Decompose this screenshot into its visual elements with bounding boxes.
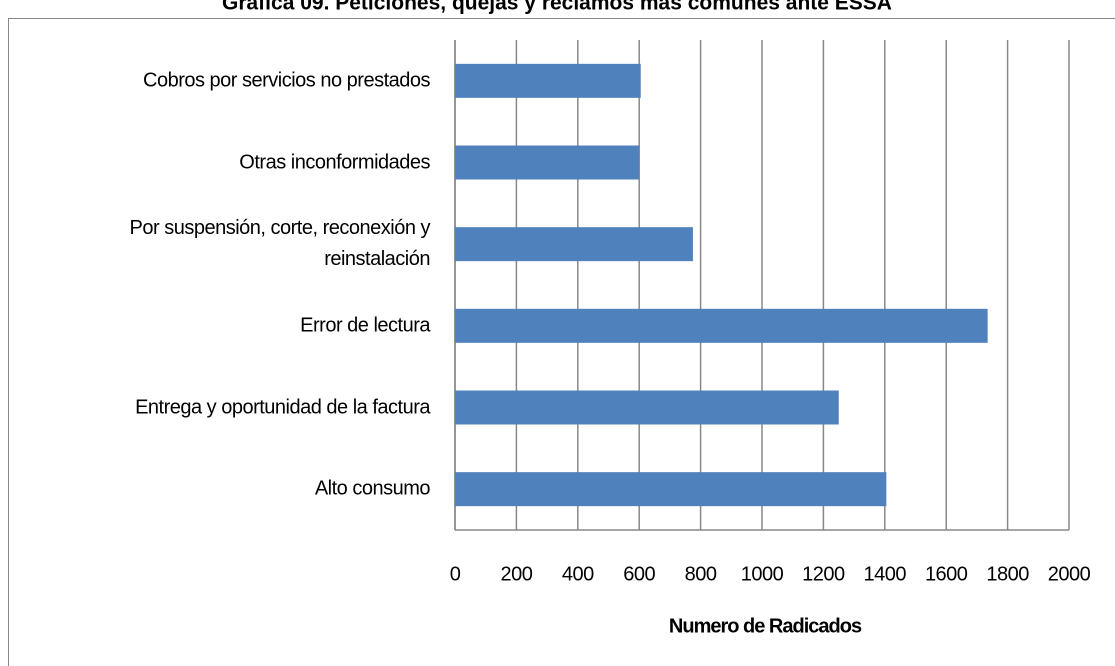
bar [455, 390, 839, 425]
y-tick-label: Otras inconformidades [239, 151, 430, 173]
y-tick-label: Por suspensión, corte, reconexión y rein… [129, 217, 431, 271]
y-tick-label: Error de lectura [300, 314, 430, 337]
x-tick-label: 1000 [741, 563, 784, 585]
x-tick-label: 0 [450, 563, 461, 585]
y-tick-label: Alto consumo [314, 477, 431, 500]
x-tick-label: 1400 [864, 563, 907, 585]
x-tick-label: 800 [685, 563, 717, 585]
x-tick-label: 1600 [925, 563, 968, 585]
bar [455, 472, 887, 507]
chart-frame [8, 18, 1115, 666]
x-tick-label: 200 [500, 563, 532, 585]
bar [455, 227, 693, 262]
bar [455, 145, 640, 180]
y-tick-label: Cobros por servicios no prestados [143, 69, 430, 92]
title-bg [350, 0, 770, 18]
x-tick-label: 600 [623, 563, 655, 585]
x-tick-label: 2000 [1048, 563, 1091, 585]
chart-title: Gráfica 09. Peticiones, quejas y reclamo… [222, 0, 892, 15]
bar [455, 308, 988, 343]
bar [455, 63, 641, 98]
x-tick-label: 1200 [802, 563, 845, 585]
x-axis-title: Numero de Radicados [669, 615, 862, 637]
x-tick-label: 1800 [986, 563, 1029, 585]
y-tick-label: Entrega y oportunidad de la factura [135, 396, 430, 418]
x-tick-label: 400 [562, 563, 594, 585]
